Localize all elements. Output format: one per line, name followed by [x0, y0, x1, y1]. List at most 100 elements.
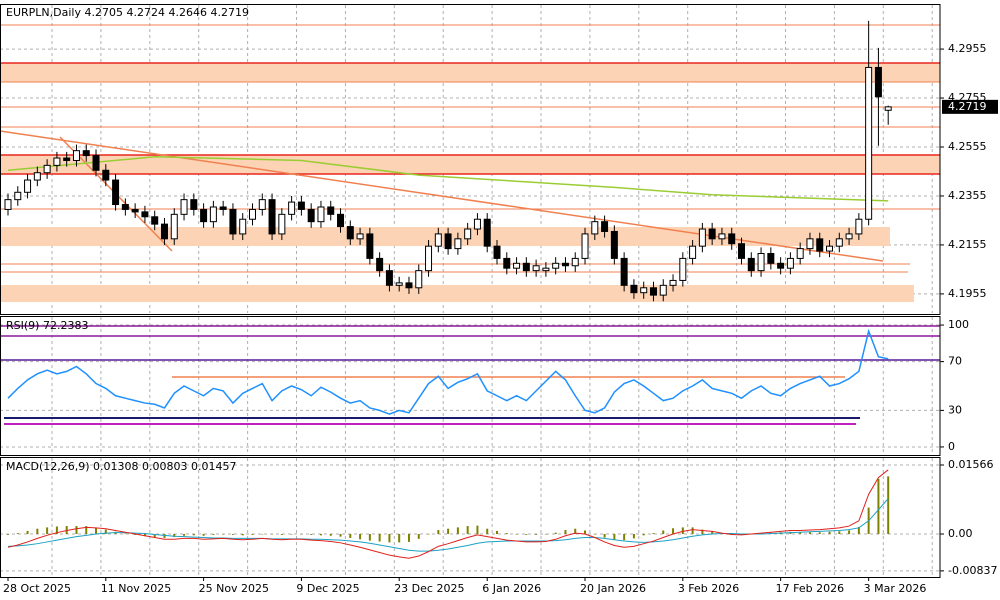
histogram-bar	[75, 526, 78, 534]
candle-body	[679, 257, 687, 281]
histogram-bar	[505, 533, 508, 534]
y-tick-label: 4.2155	[948, 238, 987, 251]
y-tick-label: 30	[948, 403, 962, 416]
x-tick-label: 11 Nov 2025	[101, 582, 171, 595]
price-marker-label: 4.2719	[948, 100, 987, 113]
histogram-bar	[339, 533, 342, 537]
candle-body	[190, 199, 198, 210]
candle-body	[160, 223, 168, 240]
candle-body	[229, 208, 237, 235]
candle-body	[855, 218, 863, 235]
candle-body	[503, 257, 511, 269]
histogram-bar	[310, 533, 313, 535]
histogram-bar	[153, 533, 156, 538]
histogram-bar	[95, 527, 98, 534]
candle-body	[620, 257, 628, 286]
candle-body	[258, 199, 266, 210]
histogram-bar	[55, 526, 58, 534]
histogram-bar	[427, 533, 430, 535]
histogram-bar	[290, 533, 293, 535]
trend-line	[0, 130, 884, 262]
candle-body	[121, 204, 129, 210]
histogram-bar	[202, 533, 205, 536]
histogram-bar	[173, 533, 176, 538]
histogram-bar	[46, 527, 49, 534]
candle-body	[601, 221, 609, 232]
x-tick-label: 28 Oct 2025	[3, 582, 71, 595]
close-value: 4.2719	[210, 6, 249, 19]
x-tick-label: 25 Nov 2025	[199, 582, 269, 595]
candle-body	[297, 201, 305, 210]
x-tick-label: 3 Feb 2026	[678, 582, 739, 595]
candle-body	[268, 199, 276, 235]
candle-body	[33, 172, 41, 181]
frame	[0, 4, 941, 578]
x-tick-label: 3 Mar 2026	[864, 582, 927, 595]
candle-body	[513, 262, 521, 269]
candle-body	[180, 199, 188, 215]
candle-body	[405, 282, 413, 289]
candle-body	[865, 66, 873, 220]
histogram-bar	[447, 528, 450, 534]
histogram-bar	[574, 528, 577, 534]
candle-body	[454, 238, 462, 250]
candle-body	[806, 238, 814, 250]
x-tick-label: 23 Dec 2025	[394, 582, 464, 595]
candle-body	[659, 284, 667, 296]
candle-body	[346, 226, 354, 240]
y-tick-label: 4.2555	[948, 140, 987, 153]
histogram-bar	[359, 533, 362, 540]
histogram-bar	[261, 533, 264, 535]
candle-body	[317, 206, 325, 223]
candle-body	[151, 216, 159, 225]
histogram-bar	[711, 531, 714, 534]
candle-body	[522, 262, 530, 272]
y-tick-label: 4.2355	[948, 189, 987, 202]
histogram-bar	[26, 530, 29, 534]
histogram-bar	[241, 533, 244, 536]
candle-body	[4, 199, 12, 210]
histogram-bar	[554, 532, 557, 534]
candle-body	[53, 157, 61, 166]
histogram-bar	[799, 532, 802, 534]
y-tick-label: 0.00	[948, 527, 973, 540]
histogram-bar	[349, 533, 352, 538]
histogram-bar	[104, 529, 107, 534]
histogram-bar	[368, 533, 371, 541]
histogram-bar	[818, 532, 821, 534]
candle-body	[24, 179, 32, 193]
candle-body	[337, 213, 345, 228]
candle-body	[581, 233, 589, 259]
rsi-line	[7, 328, 889, 415]
candle-body	[640, 287, 648, 294]
histogram-bar	[848, 530, 851, 534]
candle-body	[591, 221, 599, 235]
histogram-bar	[407, 533, 410, 542]
candle-body	[561, 262, 569, 267]
histogram-bar	[535, 533, 538, 535]
histogram-bar	[456, 527, 459, 534]
y-tick-label: 4.1955	[948, 287, 987, 300]
candle-body	[796, 248, 804, 259]
candle-body	[376, 257, 384, 272]
candle-body	[757, 253, 765, 272]
zone	[0, 63, 940, 82]
candle-body	[43, 164, 51, 174]
candle-body	[473, 218, 481, 230]
histogram-bar	[280, 533, 283, 535]
candle-body	[170, 213, 178, 240]
histogram-bar	[231, 533, 234, 535]
macd-line	[7, 498, 889, 552]
histogram-bar	[486, 528, 489, 534]
open-value: 4.2705	[84, 6, 123, 19]
candle-body	[288, 201, 296, 215]
candle-body	[738, 243, 745, 259]
candle-body	[884, 106, 892, 111]
candle-body	[767, 253, 775, 264]
histogram-bar	[329, 533, 332, 536]
candle-body	[786, 257, 794, 269]
histogram-bar	[857, 526, 860, 534]
candle-body	[874, 66, 882, 98]
y-tick-label: 100	[948, 318, 969, 331]
histogram-bar	[632, 533, 635, 539]
